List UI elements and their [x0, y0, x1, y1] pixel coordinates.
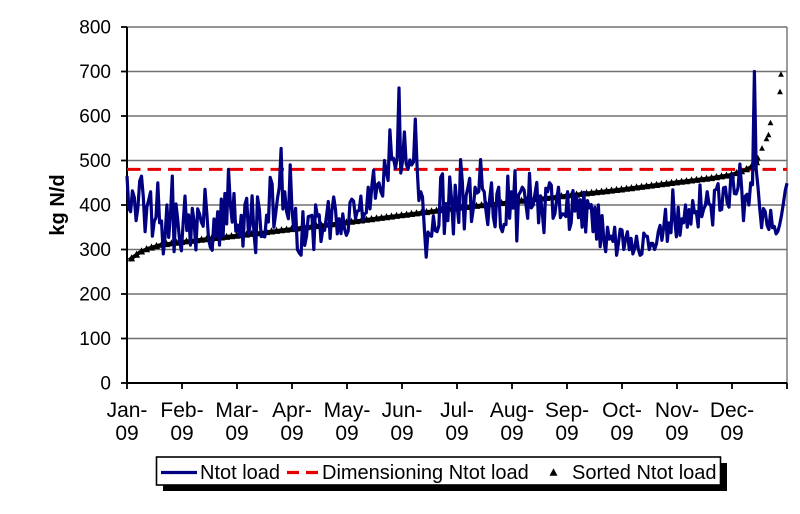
svg-text:0: 0: [100, 374, 111, 395]
svg-text:09: 09: [335, 422, 358, 445]
svg-text:Sorted Ntot load: Sorted Ntot load: [572, 462, 717, 484]
svg-text:100: 100: [79, 329, 111, 350]
svg-text:Ntot load: Ntot load: [200, 462, 280, 484]
svg-text:Jun-: Jun-: [382, 399, 423, 422]
svg-text:09: 09: [170, 422, 193, 445]
svg-text:09: 09: [390, 422, 413, 445]
svg-text:09: 09: [280, 422, 303, 445]
svg-text:Dimensioning Ntot load: Dimensioning Ntot load: [322, 462, 529, 484]
svg-text:Aug-: Aug-: [490, 399, 534, 422]
svg-text:Nov-: Nov-: [655, 399, 699, 422]
svg-text:May-: May-: [324, 399, 371, 422]
svg-text:Feb-: Feb-: [160, 399, 203, 422]
svg-text:Mar-: Mar-: [215, 399, 258, 422]
svg-text:800: 800: [79, 18, 111, 39]
svg-text:09: 09: [665, 422, 688, 445]
svg-text:600: 600: [79, 107, 111, 128]
svg-text:700: 700: [79, 62, 111, 83]
svg-text:Sep-: Sep-: [545, 399, 589, 422]
svg-text:Dec-: Dec-: [710, 399, 754, 422]
svg-text:kg N/d: kg N/d: [47, 174, 69, 235]
svg-text:09: 09: [610, 422, 633, 445]
svg-text:09: 09: [115, 422, 138, 445]
svg-text:09: 09: [500, 422, 523, 445]
svg-text:200: 200: [79, 285, 111, 306]
svg-text:Jan-: Jan-: [107, 399, 148, 422]
svg-text:400: 400: [79, 196, 111, 217]
svg-text:Oct-: Oct-: [602, 399, 642, 422]
svg-text:09: 09: [720, 422, 743, 445]
svg-text:09: 09: [225, 422, 248, 445]
svg-text:Jul-: Jul-: [440, 399, 474, 422]
svg-text:300: 300: [79, 240, 111, 261]
svg-text:09: 09: [555, 422, 578, 445]
svg-text:500: 500: [79, 151, 111, 172]
svg-text:Apr-: Apr-: [272, 399, 312, 422]
svg-text:09: 09: [445, 422, 468, 445]
